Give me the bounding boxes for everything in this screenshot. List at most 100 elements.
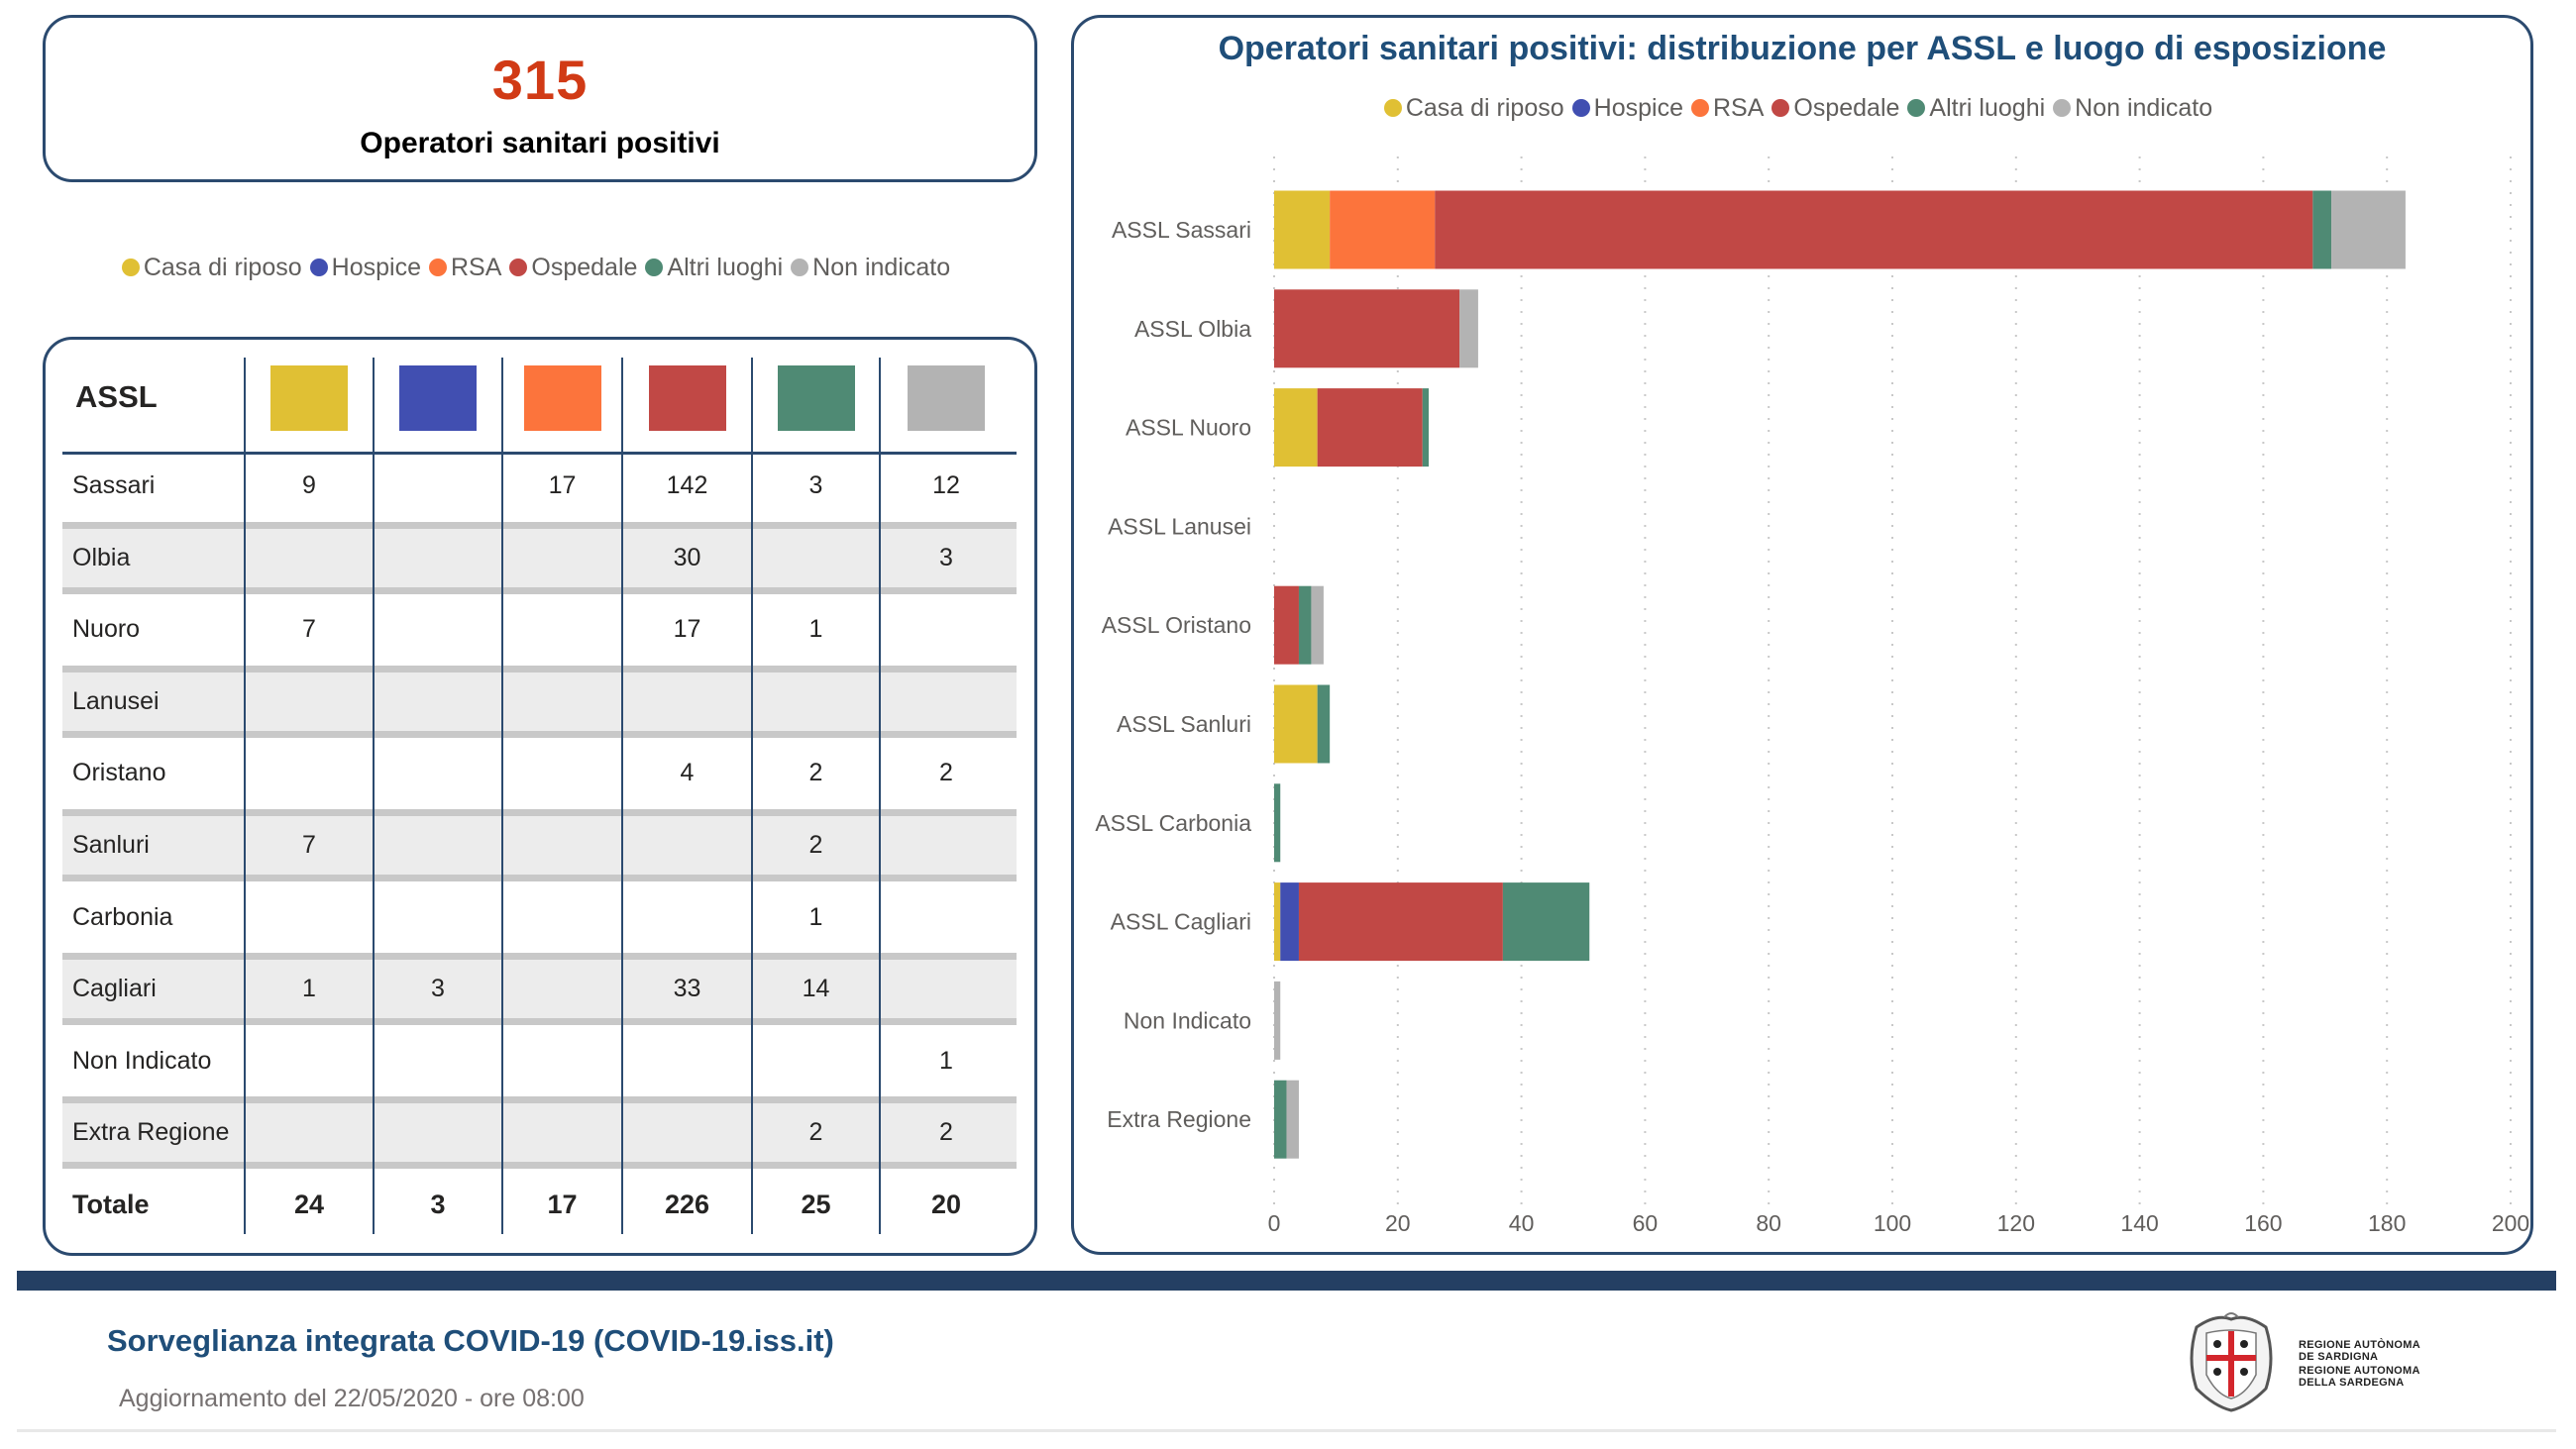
legend-item[interactable]: Non indicato (2053, 94, 2212, 123)
table-row: Carbonia 1 (62, 881, 1017, 954)
table-row: Cagliari 1 3 33 14 (62, 953, 1017, 1026)
table-row: Olbia 30 3 (62, 521, 1017, 594)
row-value (245, 1103, 374, 1162)
footer-divider (17, 1429, 2556, 1432)
legend-dot-icon (791, 259, 809, 276)
legend-dot-icon (1571, 99, 1590, 117)
bar-segment-rsa (1330, 190, 1436, 269)
row-value (374, 737, 502, 809)
legend-item[interactable]: RSA (428, 254, 501, 282)
logo-line: DE SARDIGNA (2299, 1351, 2379, 1363)
row-value (502, 816, 622, 875)
x-tick-label: 100 (1874, 1210, 1911, 1236)
legend-label: RSA (1712, 93, 1765, 122)
bar-segment-hospice (1280, 882, 1299, 962)
row-value (752, 1025, 880, 1097)
column-swatch-hospice (399, 365, 477, 431)
footer-title: Sorveglianza integrata COVID-19 (COVID-1… (107, 1323, 834, 1358)
legend-dot-icon (309, 259, 328, 276)
legend-item[interactable]: Casa di riposo (121, 254, 302, 282)
header-assl: ASSL (75, 379, 158, 414)
bar-segment-ospedale (1317, 388, 1423, 467)
x-tick-label: 200 (2492, 1210, 2529, 1236)
legend-item[interactable]: Altri luoghi (1907, 94, 2045, 123)
bar-segment-ospedale (1435, 190, 2313, 269)
assl-table-panel: ASSL Sassari 9 17 142 3 12 Olbia 30 3 Nuoro 7 17 1 La… (43, 337, 1037, 1256)
legend-item[interactable]: RSA (1690, 93, 1765, 123)
row-name: Carbonia (72, 902, 173, 931)
row-value: 3 (808, 471, 823, 499)
x-tick-label: 0 (1268, 1210, 1281, 1236)
row-value (502, 881, 622, 954)
table-row: Sassari 9 17 142 3 12 (62, 450, 1017, 522)
column-divider (373, 358, 375, 1234)
row-value (880, 816, 1013, 875)
table-row: Oristano 4 2 2 (62, 737, 1017, 809)
table-row: Extra Regione 2 2 (62, 1096, 1017, 1170)
row-value: 20 (930, 1190, 962, 1219)
kpi-value: 315 (491, 49, 589, 111)
bar-segment-non-indicato (1459, 289, 1478, 368)
row-value: 24 (293, 1190, 325, 1219)
row-value: 30 (673, 543, 701, 571)
column-swatch-non-indicato (908, 365, 985, 431)
y-category-label: Non Indicato (1124, 1007, 1251, 1033)
legend-item[interactable]: Ospedale (509, 254, 637, 282)
row-value (374, 1025, 502, 1097)
chart-legend: Casa di riposo Hospice RSA Ospedale Altri lu… (1071, 92, 2533, 124)
column-swatch-ospedale (648, 365, 726, 431)
row-value: 3 (939, 543, 953, 571)
row-value (880, 960, 1013, 1018)
row-value (245, 673, 374, 731)
legend-item[interactable]: Ospedale (1771, 94, 1899, 123)
row-value: 33 (673, 975, 701, 1003)
row-value (245, 881, 374, 954)
row-value (502, 673, 622, 731)
row-value (622, 1103, 752, 1162)
legend-item[interactable]: Casa di riposo (1383, 94, 1564, 123)
bar-segment-ospedale (1298, 882, 1503, 962)
row-value (245, 737, 374, 809)
legend-item[interactable]: Hospice (309, 253, 421, 282)
legend-dot-icon (428, 259, 447, 276)
kpi-label: Operatori sanitari positivi (360, 127, 720, 159)
sardinia-coat-of-arms-icon (2190, 1312, 2273, 1412)
legend-dot-icon (509, 259, 528, 276)
column-swatch-altri-luoghi (777, 365, 855, 431)
legend-dot-icon (645, 259, 664, 276)
column-divider (501, 358, 503, 1234)
row-value (502, 529, 622, 587)
legend-label: Hospice (331, 253, 421, 281)
legend-item[interactable]: Hospice (1571, 94, 1683, 123)
row-value: 7 (302, 831, 316, 859)
y-category-label: ASSL Olbia (1134, 316, 1251, 342)
row-name: Lanusei (72, 686, 160, 715)
row-value: 1 (808, 615, 823, 644)
row-value (622, 881, 752, 954)
row-value: 3 (430, 1190, 446, 1219)
legend-item[interactable]: Non indicato (791, 254, 950, 282)
x-tick-label: 160 (2244, 1210, 2282, 1236)
bar-segment-altri-luoghi (1298, 585, 1312, 665)
legend-dot-icon (1907, 99, 1926, 117)
row-name: Oristano (72, 759, 166, 787)
row-name: Nuoro (72, 615, 141, 644)
footer-bar (17, 1271, 2556, 1291)
bar-segment-casa-di-riposo (1274, 190, 1331, 269)
row-value: 12 (932, 471, 960, 499)
x-tick-label: 80 (1756, 1210, 1781, 1236)
row-value (502, 737, 622, 809)
logo-line: REGIONE AUTÒNOMA (2299, 1339, 2420, 1351)
row-value: 4 (680, 759, 695, 787)
row-value (374, 881, 502, 954)
row-value (374, 1103, 502, 1162)
row-name: Cagliari (72, 975, 157, 1003)
y-category-label: ASSL Cagliari (1111, 909, 1251, 935)
bar-segment-altri-luoghi (1274, 1080, 1287, 1159)
row-value: 142 (666, 471, 708, 499)
y-category-label: ASSL Carbonia (1095, 810, 1251, 836)
row-value: 226 (664, 1190, 710, 1219)
legend-item[interactable]: Altri luoghi (645, 254, 783, 282)
row-name: Non Indicato (72, 1046, 212, 1075)
row-value (752, 529, 880, 587)
